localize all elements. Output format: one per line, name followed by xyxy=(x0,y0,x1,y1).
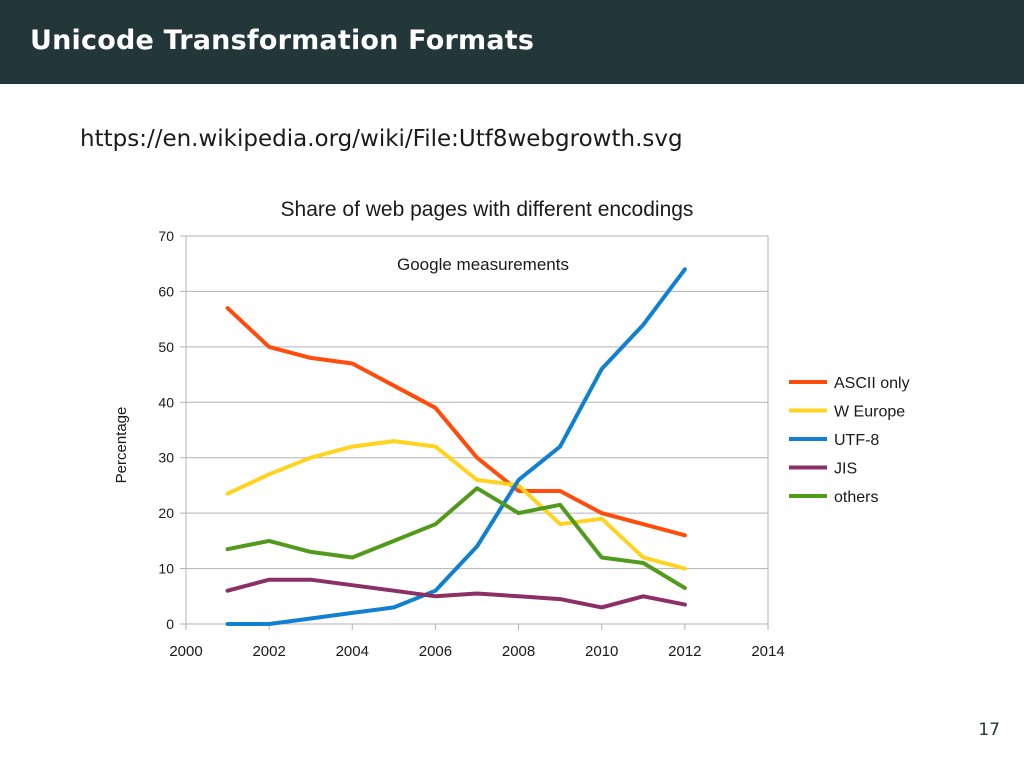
y-tick-label: 70 xyxy=(158,228,174,244)
legend-label: W Europe xyxy=(834,404,905,421)
legend-label: UTF-8 xyxy=(834,432,879,449)
series-line-others xyxy=(225,486,687,590)
y-tick-label: 0 xyxy=(166,616,174,632)
series-line-jis xyxy=(225,577,687,610)
x-tick-label: 2004 xyxy=(336,643,369,660)
y-tick-label: 10 xyxy=(158,561,174,577)
x-tick-label: 2008 xyxy=(502,643,535,660)
grid-lines xyxy=(185,235,769,625)
y-axis-label: Percentage xyxy=(113,407,130,484)
y-tick-label: 60 xyxy=(158,283,174,299)
y-tick-label: 40 xyxy=(158,394,174,410)
x-tick-label: 2014 xyxy=(751,643,784,660)
x-tick-label: 2000 xyxy=(169,643,202,660)
legend-label: ASCII only xyxy=(834,375,910,392)
y-tick-label: 50 xyxy=(158,339,174,355)
legend-label: JIS xyxy=(834,461,857,478)
chart-figure: 0 10 20 30 40 50 60 70 2000 2002 2004 2006 2008 2010 2… xyxy=(82,163,944,671)
slide-title-bar: Unicode Transformation Formats xyxy=(0,0,1024,84)
legend: ASCII only W Europe UTF-8 JIS others xyxy=(789,375,910,506)
series-lines xyxy=(225,267,687,626)
line-chart: 0 10 20 30 40 50 60 70 2000 2002 2004 2006 2008 2010 2… xyxy=(113,198,910,660)
y-tick-label: 30 xyxy=(158,450,174,466)
x-tick-label: 2010 xyxy=(585,643,618,660)
series-line-utf-8 xyxy=(225,267,687,626)
x-tick-label: 2002 xyxy=(252,643,285,660)
series-line-w-europe xyxy=(225,439,687,571)
page-number: 17 xyxy=(978,720,1000,740)
slide-title: Unicode Transformation Formats xyxy=(30,25,535,56)
x-tick-label: 2012 xyxy=(668,643,701,660)
chart-title: Share of web pages with different encodi… xyxy=(281,198,694,221)
source-url: https://en.wikipedia.org/wiki/File:Utf8w… xyxy=(80,126,683,152)
y-tick-label: 20 xyxy=(158,505,174,521)
legend-label: others xyxy=(834,489,878,506)
x-tick-label: 2006 xyxy=(419,643,452,660)
chart-annotation: Google measurements xyxy=(397,255,569,274)
series-line-ascii-only xyxy=(225,306,687,538)
axes: 0 10 20 30 40 50 60 70 2000 2002 2004 2006 2008 2010 2… xyxy=(158,228,784,660)
